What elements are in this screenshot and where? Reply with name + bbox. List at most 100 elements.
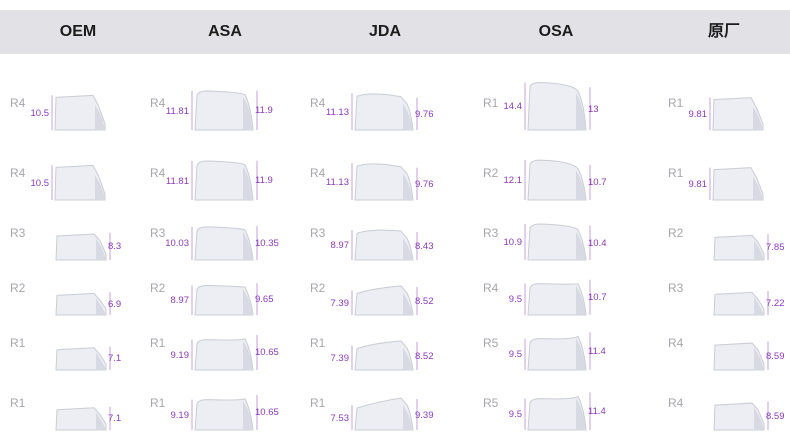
row-label: R2 bbox=[10, 281, 26, 295]
keycap-shape bbox=[524, 392, 591, 431]
right-height-value: 10.4 bbox=[588, 237, 607, 249]
left-height-value: 9.5 bbox=[508, 294, 522, 306]
right-height-value: 7.1 bbox=[108, 353, 122, 365]
keycap-cell: R4 11.13 9.76 bbox=[310, 78, 460, 138]
keycap-side-shade bbox=[243, 400, 253, 430]
keycap-side-shade bbox=[576, 170, 586, 200]
right-height-value: 11.4 bbox=[588, 346, 606, 358]
keycap-side-shade bbox=[576, 93, 586, 130]
keycap-cell: R1 9.81 bbox=[668, 148, 790, 208]
left-height-value: 9.81 bbox=[688, 178, 708, 190]
keycap-shape bbox=[191, 394, 258, 431]
left-height-value: 11.13 bbox=[325, 176, 349, 188]
left-height-value: 7.39 bbox=[330, 297, 350, 309]
profile-title-osa: OSA bbox=[538, 23, 574, 40]
left-height-value: 9.5 bbox=[508, 409, 522, 421]
profile-title-original: 原厂 bbox=[707, 23, 741, 40]
keycap-cell: R1 7.1 bbox=[10, 378, 160, 438]
keycap-shape bbox=[51, 94, 106, 131]
left-height-value: 11.81 bbox=[165, 105, 189, 117]
row-label: R5 bbox=[483, 336, 499, 350]
keycap-outline bbox=[194, 398, 254, 431]
row-label: R1 bbox=[310, 336, 326, 350]
left-height-value: 10.03 bbox=[165, 238, 189, 250]
row-label: R2 bbox=[310, 281, 326, 295]
keycap-outline bbox=[527, 335, 587, 371]
keycap-shape bbox=[55, 292, 111, 316]
left-height-value: 10.5 bbox=[30, 107, 50, 119]
profile-title-jda: JDA bbox=[368, 23, 402, 40]
keycap-shape bbox=[55, 406, 111, 431]
keycap-shape bbox=[713, 234, 769, 261]
row-label: R3 bbox=[668, 281, 684, 295]
left-height-value: 10.9 bbox=[503, 237, 523, 248]
right-height-value: 8.59 bbox=[766, 410, 785, 422]
left-height-value: 7.53 bbox=[330, 412, 350, 424]
right-height-value: 8.59 bbox=[766, 350, 785, 362]
left-height-value: 8.97 bbox=[170, 295, 190, 307]
keycap-cell: R1 14.4 13 bbox=[483, 78, 633, 138]
keycap-cell: R2 7.85 bbox=[668, 208, 790, 268]
keycap-shape bbox=[191, 225, 258, 261]
keycap-side-shade bbox=[403, 292, 413, 315]
keycap-shape bbox=[524, 332, 591, 371]
keycap-side-shade bbox=[243, 96, 253, 130]
left-height-value: 9.5 bbox=[508, 349, 522, 361]
right-height-value: 7.1 bbox=[108, 413, 122, 425]
right-height-value: 8.52 bbox=[415, 350, 434, 362]
row-label: R4 bbox=[668, 396, 684, 410]
right-height-value: 10.65 bbox=[255, 347, 279, 359]
keycap-side-shade bbox=[95, 174, 105, 200]
right-height-value: 9.39 bbox=[415, 409, 434, 421]
row-label: R4 bbox=[310, 166, 326, 180]
row-label: R2 bbox=[668, 226, 684, 240]
keycap-side-shade bbox=[754, 240, 764, 260]
left-height-value: 12.1 bbox=[503, 175, 523, 187]
row-label: R1 bbox=[10, 336, 26, 350]
keycap-cell: R4 11.81 11.9 bbox=[150, 148, 300, 208]
keycap-shape bbox=[709, 167, 764, 201]
keycap-cell: R2 7.39 8.52 bbox=[310, 263, 460, 323]
keycap-outline bbox=[527, 283, 587, 316]
keycap-cell: R3 10.03 10.35 bbox=[150, 208, 300, 268]
keycap-outline bbox=[527, 159, 587, 201]
right-height-value: 11.9 bbox=[255, 105, 273, 117]
keycap-cell: R1 7.39 8.52 bbox=[310, 318, 460, 378]
right-height-value: 10.7 bbox=[588, 292, 607, 304]
row-label: R5 bbox=[483, 396, 499, 410]
right-height-value: 9.65 bbox=[255, 294, 274, 306]
keycap-outline bbox=[194, 284, 254, 316]
keycap-cell: R4 10.5 bbox=[10, 148, 160, 208]
keycap-shape bbox=[351, 397, 418, 431]
right-height-value: 7.22 bbox=[766, 298, 785, 310]
keycap-shape bbox=[191, 283, 258, 316]
keycap-cell: R5 9.5 11.4 bbox=[483, 318, 633, 378]
row-label: R3 bbox=[10, 226, 26, 240]
keycap-cell: R3 10.9 10.4 bbox=[483, 208, 633, 268]
keycap-cell: R1 9.81 bbox=[668, 78, 790, 138]
left-height-value: 11.81 bbox=[165, 175, 189, 187]
row-label: R1 bbox=[310, 396, 326, 410]
keycap-cell: R4 11.13 9.76 bbox=[310, 148, 460, 208]
right-height-value: 8.43 bbox=[415, 241, 434, 253]
keycap-cell: R2 8.97 9.65 bbox=[150, 263, 300, 323]
keycap-side-shade bbox=[243, 166, 253, 200]
keycap-side-shade bbox=[96, 298, 106, 315]
keycap-side-shade bbox=[576, 398, 586, 430]
keycap-shape bbox=[191, 90, 258, 131]
left-height-value: 7.39 bbox=[330, 352, 350, 364]
row-label: R3 bbox=[150, 226, 166, 240]
left-height-value: 10.5 bbox=[30, 177, 50, 189]
keycap-outline bbox=[354, 285, 414, 316]
keycap-side-shade bbox=[243, 289, 253, 315]
keycap-outline bbox=[194, 338, 254, 371]
keycap-cell: R3 8.97 8.43 bbox=[310, 208, 460, 268]
keycap-cell: R3 8.3 bbox=[10, 208, 160, 268]
keycap-shape bbox=[191, 334, 258, 371]
row-label: R4 bbox=[668, 336, 684, 350]
left-height-value: 9.19 bbox=[170, 409, 190, 421]
left-height-value: 9.81 bbox=[688, 108, 708, 120]
right-height-value: 10.65 bbox=[255, 407, 279, 419]
keycap-side-shade bbox=[753, 106, 763, 130]
keycap-outline bbox=[194, 160, 254, 201]
